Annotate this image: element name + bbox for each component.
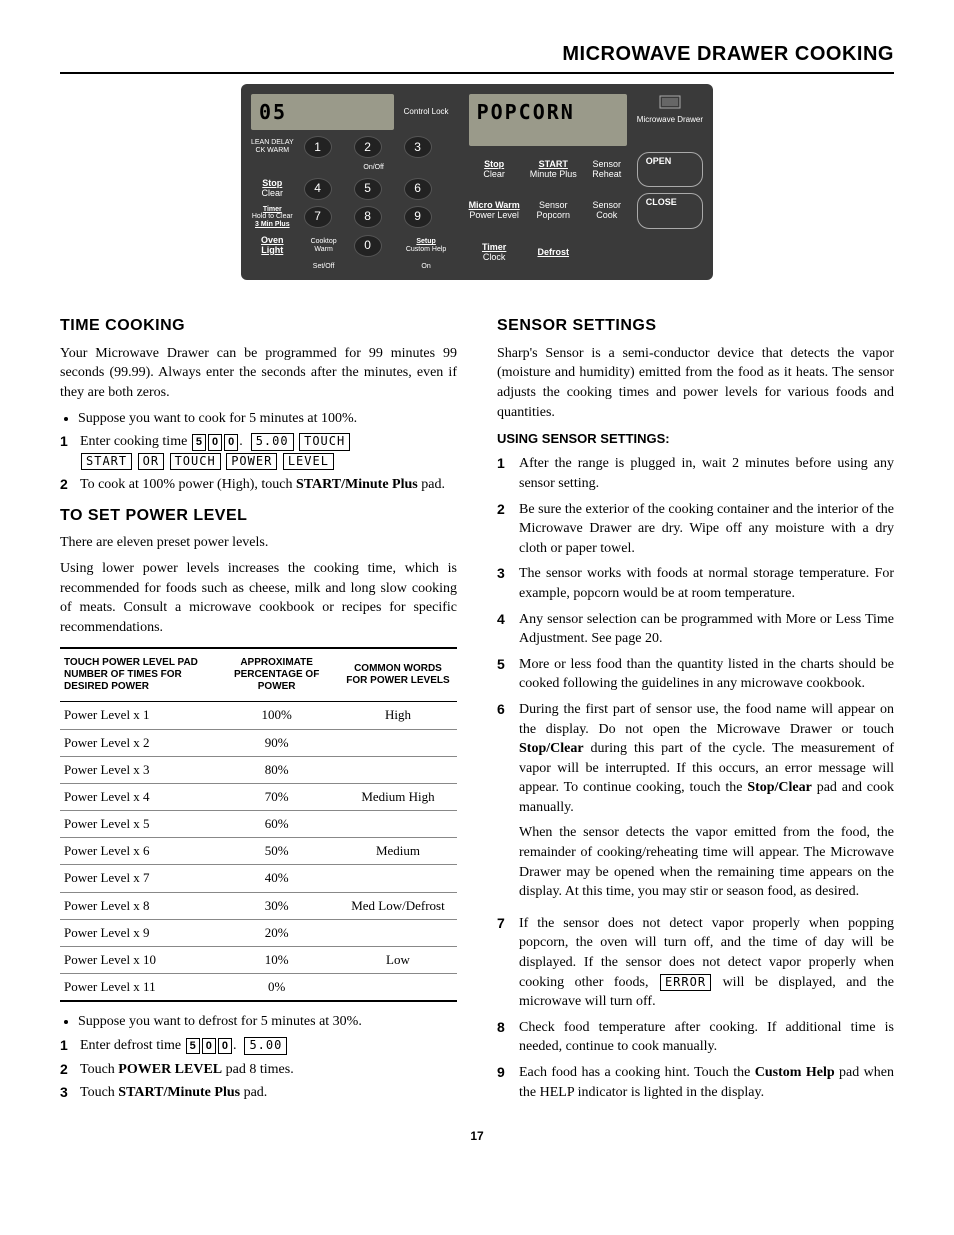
table-row: Power Level x 1100%High	[60, 702, 457, 729]
pl-p2: Using lower power levels increases the c…	[60, 559, 457, 637]
pl-s2: Touch POWER LEVEL pad 8 times.	[80, 1060, 457, 1080]
sensor-4: Any sensor selection can be programmed w…	[519, 610, 894, 649]
drawer-icon: Microwave Drawer	[637, 94, 703, 146]
num-5: 5	[354, 178, 382, 200]
tc-step1: Enter cooking time 500. 5.00 TOUCH START…	[80, 432, 457, 471]
table-row: Power Level x 920%	[60, 919, 457, 946]
right-column: SENSOR SETTINGS Sharp's Sensor is a semi…	[497, 305, 894, 1108]
left-display: 05	[251, 94, 394, 130]
pl-s1: Enter defrost time 500. 5.00	[80, 1036, 457, 1056]
num-4: 4	[304, 178, 332, 200]
pl-p1: There are eleven preset power levels.	[60, 533, 457, 553]
sensor-1: After the range is plugged in, wait 2 mi…	[519, 454, 894, 493]
table-row: Power Level x 830%Med Low/Defrost	[60, 892, 457, 919]
num-6: 6	[404, 178, 432, 200]
cooktop-warm-btn: Cooktop Warm	[304, 235, 344, 257]
timer-clock-btn: TimerClock	[469, 235, 520, 271]
power-level-heading: TO SET POWER LEVEL	[60, 505, 457, 527]
num-2: 2	[354, 136, 382, 158]
sensor-7: If the sensor does not detect vapor prop…	[519, 914, 894, 1012]
page-number: 17	[60, 1128, 894, 1145]
page-title: MICROWAVE DRAWER COOKING	[60, 40, 894, 68]
pl-bullet: Suppose you want to defrost for 5 minute…	[78, 1012, 457, 1032]
sensor-8: Check food temperature after cooking. If…	[519, 1018, 894, 1057]
num-8: 8	[354, 206, 382, 228]
num-1: 1	[304, 136, 332, 158]
num-7: 7	[304, 206, 332, 228]
num-0: 0	[354, 235, 382, 257]
control-lock-label: Control Lock	[404, 94, 449, 130]
sensor-heading: SENSOR SETTINGS	[497, 315, 894, 337]
sensor-sub: USING SENSOR SETTINGS:	[497, 430, 894, 448]
table-row: Power Level x 560%	[60, 811, 457, 838]
defrost-btn: Defrost	[530, 235, 577, 271]
table-row: Power Level x 740%	[60, 865, 457, 892]
right-display: POPCORN	[469, 94, 627, 146]
stop-clear-btn-r: StopClear	[469, 152, 520, 188]
table-row: Power Level x 1010%Low	[60, 947, 457, 974]
num-3: 3	[404, 136, 432, 158]
tc-step2: To cook at 100% power (High), touch STAR…	[80, 475, 457, 495]
control-panel-image: 05 Control Lock LEAN DELAY CK WARM 1 2 3…	[60, 84, 894, 280]
sensor-reheat-btn: Sensor Reheat	[587, 152, 627, 188]
on-label: On	[404, 263, 449, 271]
left-column: TIME COOKING Your Microwave Drawer can b…	[60, 305, 457, 1108]
sensor-3: The sensor works with foods at normal st…	[519, 564, 894, 603]
timer-btn: TimerHold to Clear3 Min Plus	[251, 206, 294, 229]
sensor-intro: Sharp's Sensor is a semi-conductor devic…	[497, 344, 894, 422]
sensor-cook-btn: Sensor Cook	[587, 193, 627, 229]
time-cooking-intro: Your Microwave Drawer can be programmed …	[60, 344, 457, 403]
table-row: Power Level x 380%	[60, 756, 457, 783]
micro-warm-btn: Micro WarmPower Level	[469, 193, 520, 229]
table-row: Power Level x 470%Medium High	[60, 783, 457, 810]
lean-label: LEAN DELAY CK WARM	[251, 136, 294, 158]
start-btn: STARTMinute Plus	[530, 152, 577, 188]
pl-th2: APPROXIMATE PERCENTAGE OF POWER	[214, 648, 339, 702]
sensor-5: More or less food than the quantity list…	[519, 655, 894, 694]
table-row: Power Level x 650%Medium	[60, 838, 457, 865]
title-rule	[60, 72, 894, 74]
time-cooking-heading: TIME COOKING	[60, 315, 457, 337]
table-row: Power Level x 290%	[60, 729, 457, 756]
pl-th3: COMMON WORDS FOR POWER LEVELS	[339, 648, 457, 702]
table-row: Power Level x 110%	[60, 974, 457, 1002]
pl-th1: TOUCH POWER LEVEL PAD NUMBER OF TIMES FO…	[60, 648, 214, 702]
sensor-9: Each food has a cooking hint. Touch the …	[519, 1063, 894, 1102]
setoff-label: Set/Off	[304, 263, 344, 271]
sensor-6: During the first part of sensor use, the…	[519, 700, 894, 908]
close-btn: CLOSE	[637, 193, 703, 229]
num-9: 9	[404, 206, 432, 228]
setup-btn: SetupCustom Help	[404, 235, 449, 257]
power-level-table: TOUCH POWER LEVEL PAD NUMBER OF TIMES FO…	[60, 647, 457, 1002]
sensor-popcorn-btn: Sensor Popcorn	[530, 193, 577, 229]
tc-bullet: Suppose you want to cook for 5 minutes a…	[78, 409, 457, 429]
sensor-2: Be sure the exterior of the cooking cont…	[519, 500, 894, 559]
open-btn: OPEN	[637, 152, 703, 188]
onoff-label: On/Off	[354, 164, 394, 172]
oven-light-btn: Oven Light	[251, 235, 294, 257]
stop-clear-btn: StopClear	[251, 178, 294, 200]
pl-s3: Touch START/Minute Plus pad.	[80, 1083, 457, 1103]
